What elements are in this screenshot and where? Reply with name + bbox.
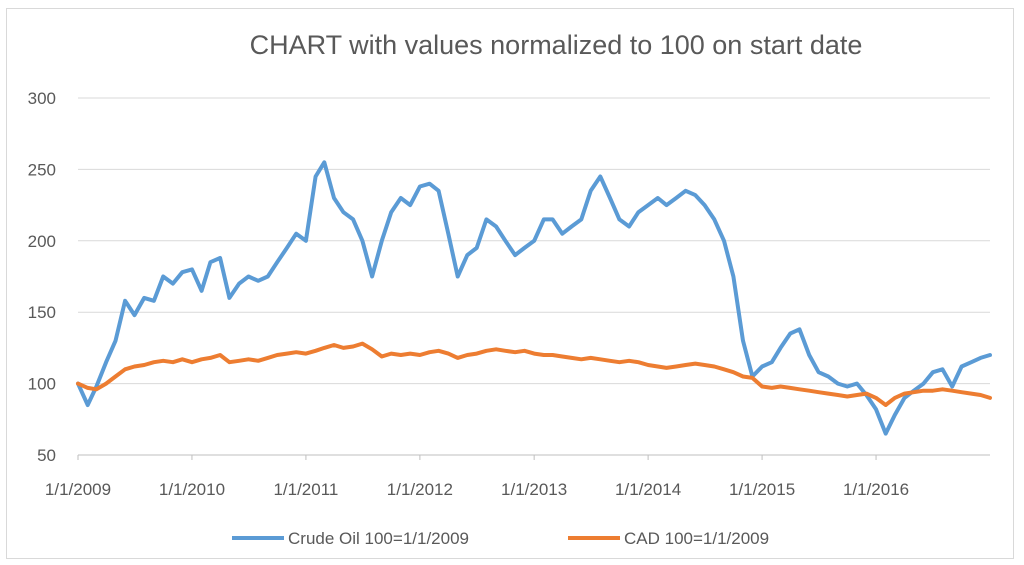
legend-label: Crude Oil 100=1/1/2009 <box>288 529 469 548</box>
x-axis-ticks: 1/1/2009 1/1/2010 1/1/2011 1/1/2012 1/1/2013… <box>45 455 909 499</box>
x-tick-label: 1/1/2014 <box>615 480 681 499</box>
legend: Crude Oil 100=1/1/2009 CAD 100=1/1/2009 <box>232 529 769 548</box>
x-tick-label: 1/1/2015 <box>729 480 795 499</box>
x-tick-label: 1/1/2013 <box>501 480 567 499</box>
y-tick-label: 100 <box>28 375 56 394</box>
y-axis-ticks: 50 100 150 200 250 300 <box>28 89 56 465</box>
y-tick-label: 50 <box>37 446 56 465</box>
y-tick-label: 200 <box>28 232 56 251</box>
x-tick-label: 1/1/2011 <box>273 480 338 499</box>
y-tick-label: 250 <box>28 160 56 179</box>
series-line-crude-oil <box>76 160 992 436</box>
x-tick-label: 1/1/2016 <box>843 480 909 499</box>
x-tick-label: 1/1/2012 <box>387 480 453 499</box>
x-tick-label: 1/1/2010 <box>159 480 225 499</box>
gridlines <box>78 97 990 456</box>
chart-title: CHART with values normalized to 100 on s… <box>250 30 863 60</box>
series-lines <box>76 160 992 436</box>
x-tick-label: 1/1/2009 <box>45 480 111 499</box>
y-tick-label: 300 <box>28 89 56 108</box>
legend-label: CAD 100=1/1/2009 <box>624 529 769 548</box>
y-tick-label: 150 <box>28 303 56 322</box>
series-line-cad <box>76 341 992 407</box>
